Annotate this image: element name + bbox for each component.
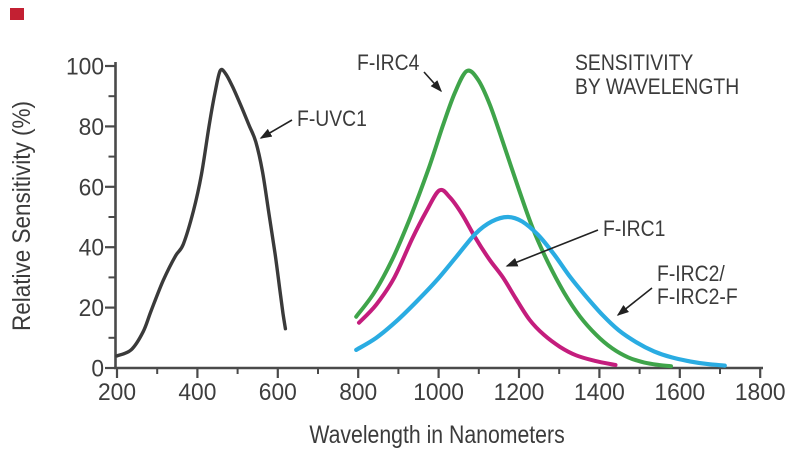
curve-f-irc1: [357, 187, 618, 367]
f-irc2-label: F-IRC2/: [657, 262, 725, 286]
y-tick-label: 80: [79, 113, 104, 140]
curve-f-uvc1: [115, 67, 288, 358]
f-uvc1-label: F-UVC1: [297, 107, 367, 131]
y-tick-label: 40: [79, 234, 104, 261]
f-irc4-arrow: [423, 71, 443, 93]
x-tick-label: 1600: [654, 378, 705, 405]
f-irc2-label: F-IRC2-F: [657, 285, 738, 309]
chart-title-line2: BY WAVELENGTH: [575, 75, 739, 99]
red-marker: [10, 8, 24, 20]
x-tick-label: 1000: [413, 378, 464, 405]
y-tick-label: 20: [79, 295, 104, 322]
chart-title-line1: SENSITIVITY: [575, 51, 693, 75]
curve-f-irc4: [354, 68, 673, 369]
x-tick-label: 600: [259, 378, 297, 405]
x-tick-label: 400: [178, 378, 216, 405]
f-irc1-arrow: [505, 229, 599, 267]
y-axis-label: Relative Sensitivity (%): [8, 101, 36, 331]
x-tick-label: 1400: [574, 378, 625, 405]
x-tick-label: 800: [339, 378, 377, 405]
x-tick-label: 200: [98, 378, 136, 405]
f-irc4-label: F-IRC4: [357, 51, 419, 75]
y-tick-label: 60: [79, 174, 104, 201]
x-tick-label: 1200: [494, 378, 545, 405]
y-tick-label: 0: [91, 355, 104, 382]
y-tick-label: 100: [66, 53, 104, 80]
x-tick-label: 1800: [735, 378, 786, 405]
x-axis-label: Wavelength in Nanometers: [309, 420, 564, 448]
f-uvc1-arrow: [259, 119, 293, 139]
f-irc2-arrow: [616, 287, 653, 316]
curve-f-irc2: [354, 214, 727, 368]
f-irc1-label: F-IRC1: [603, 217, 665, 241]
